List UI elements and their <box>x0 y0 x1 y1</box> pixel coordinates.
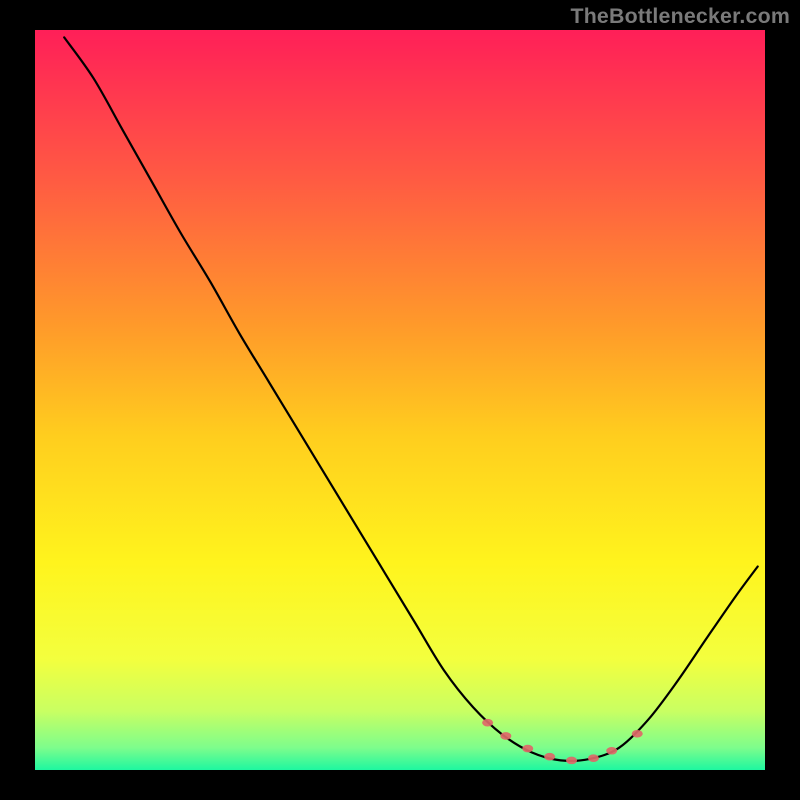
optimal-marker <box>566 757 577 765</box>
optimal-marker <box>632 730 643 738</box>
watermark-text: TheBottlenecker.com <box>570 4 790 29</box>
plot-background <box>35 30 765 770</box>
chart-container: TheBottlenecker.com <box>0 0 800 800</box>
plot-area <box>35 30 765 770</box>
optimal-marker <box>500 732 511 740</box>
optimal-marker <box>544 753 555 761</box>
optimal-marker <box>482 719 493 727</box>
optimal-marker <box>606 747 617 755</box>
optimal-marker <box>588 754 599 762</box>
optimal-marker <box>522 745 533 753</box>
